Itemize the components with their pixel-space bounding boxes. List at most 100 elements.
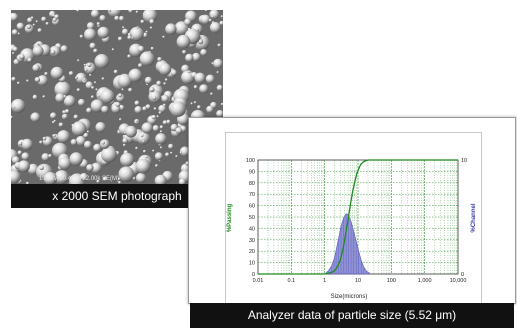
sem-particle bbox=[26, 79, 29, 83]
sem-particle bbox=[121, 88, 124, 91]
sem-particle bbox=[191, 52, 201, 62]
sem-particle bbox=[90, 162, 102, 174]
sem-particle bbox=[135, 172, 147, 184]
sem-particle bbox=[163, 82, 167, 85]
sem-particle bbox=[204, 10, 208, 12]
sem-particle bbox=[101, 146, 117, 163]
sem-particle bbox=[12, 52, 15, 55]
sem-particle bbox=[140, 134, 144, 137]
sem-particle bbox=[30, 112, 41, 123]
sem-particle bbox=[170, 151, 173, 155]
sem-particle bbox=[128, 68, 143, 83]
sem-particle bbox=[159, 146, 163, 149]
sem-particle bbox=[140, 19, 145, 24]
sem-particle bbox=[134, 100, 140, 106]
sem-particle bbox=[170, 69, 177, 76]
sem-particle bbox=[89, 42, 96, 50]
sem-particle bbox=[94, 54, 110, 69]
sem-particle bbox=[102, 176, 108, 182]
sem-particle bbox=[11, 29, 18, 36]
sem-particle bbox=[73, 114, 79, 120]
sem-particle bbox=[136, 26, 139, 29]
sem-particle bbox=[156, 115, 159, 118]
sem-particle bbox=[96, 179, 100, 184]
y-left-tick-label: 0 bbox=[252, 272, 255, 278]
sem-particle bbox=[89, 73, 92, 77]
sem-particle bbox=[27, 163, 39, 175]
sem-particle bbox=[120, 152, 135, 167]
sem-particle bbox=[99, 15, 106, 22]
sem-particle bbox=[150, 46, 154, 51]
sem-particle bbox=[63, 95, 76, 107]
sem-particle bbox=[159, 130, 163, 133]
sem-particle bbox=[139, 51, 155, 67]
sem-particle bbox=[77, 59, 80, 62]
sem-particle bbox=[135, 158, 151, 174]
sem-particle bbox=[179, 146, 190, 157]
sem-particle bbox=[35, 20, 38, 23]
sem-particle bbox=[168, 143, 174, 150]
sem-particle bbox=[113, 69, 118, 74]
sem-particle bbox=[70, 139, 78, 146]
sem-particle bbox=[174, 21, 189, 36]
sem-particle bbox=[111, 48, 115, 51]
sem-particle bbox=[145, 155, 148, 159]
sem-particle bbox=[175, 155, 178, 158]
sem-scale-text: 10.0kV 10.4mm x2.00k SE(M) bbox=[39, 176, 119, 182]
sem-particle bbox=[77, 98, 86, 107]
sem-particle bbox=[12, 46, 18, 52]
sem-particle bbox=[119, 118, 122, 121]
sem-particle bbox=[158, 104, 167, 113]
sem-particle bbox=[210, 92, 213, 96]
sem-particle bbox=[193, 101, 197, 104]
sem-particle bbox=[170, 101, 186, 117]
sem-particle bbox=[187, 70, 191, 73]
sem-particle bbox=[107, 10, 122, 18]
sem-particle bbox=[159, 125, 164, 129]
sem-particle bbox=[37, 28, 42, 33]
sem-particle bbox=[138, 63, 143, 68]
x-tick-label: 0.1 bbox=[288, 278, 296, 284]
y-left-tick-label: 60 bbox=[249, 204, 255, 210]
sem-particle bbox=[127, 35, 132, 40]
sem-particle bbox=[32, 45, 44, 57]
sem-particle bbox=[53, 119, 56, 123]
y-left-tick-label: 100 bbox=[246, 158, 255, 164]
sem-particle bbox=[84, 28, 97, 41]
sem-particle bbox=[76, 88, 81, 92]
x-tick-label: 10,000 bbox=[450, 278, 467, 284]
sem-particle bbox=[84, 62, 96, 75]
sem-particle bbox=[93, 48, 98, 53]
sem-particle bbox=[185, 53, 194, 63]
y-left-tick-label: 40 bbox=[249, 226, 255, 232]
sem-particle bbox=[48, 154, 52, 158]
x-tick-label: 10 bbox=[355, 278, 361, 284]
sem-particle bbox=[71, 121, 87, 137]
sem-particle bbox=[217, 43, 221, 47]
sem-particle bbox=[144, 76, 153, 85]
sem-particle bbox=[95, 88, 98, 91]
sem-particle bbox=[154, 152, 163, 161]
sem-particle bbox=[63, 95, 67, 98]
sem-particle bbox=[119, 15, 125, 22]
sem-particle bbox=[209, 22, 221, 33]
chart-caption: Analyzer data of particle size (5.52 μm) bbox=[190, 303, 514, 328]
sem-particle bbox=[149, 19, 155, 25]
sem-particle bbox=[166, 119, 171, 124]
sem-particle bbox=[125, 125, 137, 138]
sem-particle bbox=[90, 10, 100, 19]
sem-particle bbox=[45, 22, 49, 26]
sem-particle bbox=[30, 16, 34, 20]
sem-particle bbox=[90, 99, 104, 113]
sem-particle bbox=[41, 153, 50, 162]
sem-particle bbox=[11, 13, 19, 22]
sem-particle bbox=[184, 18, 192, 26]
sem-particle bbox=[115, 102, 121, 107]
sem-particle bbox=[69, 152, 83, 166]
sem-particle bbox=[121, 28, 129, 36]
sem-particle bbox=[97, 94, 100, 98]
sem-particle bbox=[161, 94, 169, 103]
sem-particle bbox=[44, 72, 48, 76]
sem-particle bbox=[175, 127, 183, 134]
